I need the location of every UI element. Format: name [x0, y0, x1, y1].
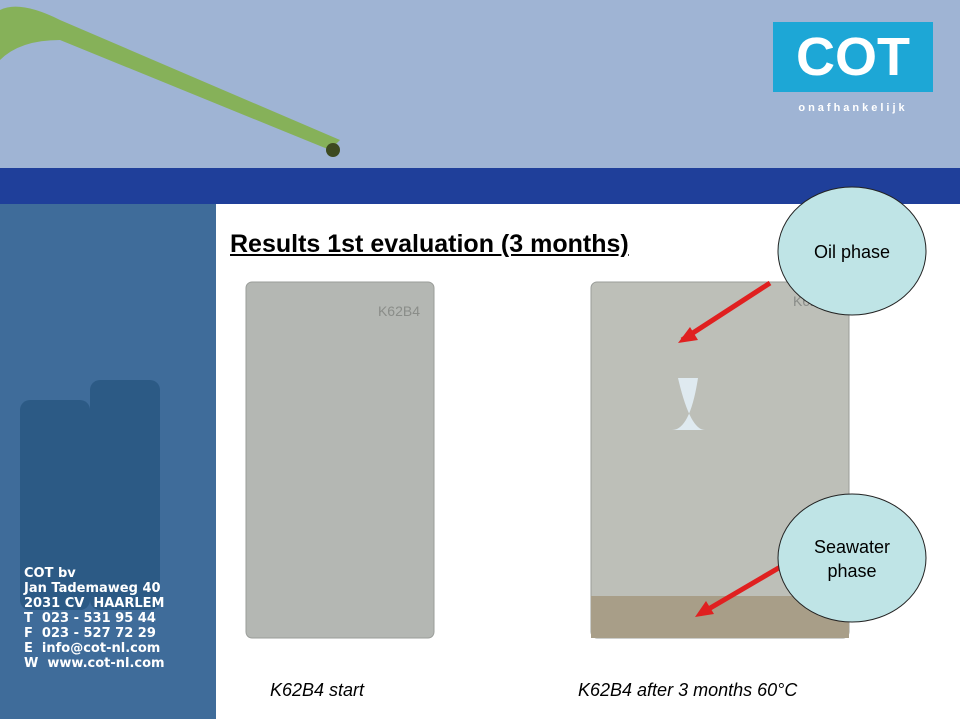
callout	[777, 186, 927, 316]
callout	[777, 493, 927, 623]
contact-line: Jan Tademaweg 40	[24, 581, 161, 596]
pipette	[0, 6, 340, 150]
logo-box	[773, 22, 933, 92]
contact-line: COT bv	[24, 566, 76, 581]
blister	[672, 378, 705, 430]
arrow	[698, 563, 784, 617]
arrow-head	[678, 327, 698, 343]
caption: K62B4 after 3 months 60°C	[578, 680, 798, 700]
contact-line: F 023 - 527 72 29	[24, 626, 156, 641]
panel-label: K62B4	[378, 303, 420, 319]
droplet	[326, 143, 340, 157]
arrow	[680, 280, 772, 343]
contact-line: W www.cot-nl.com	[24, 656, 165, 671]
logo-tagline: onafhankelijk	[798, 102, 907, 114]
contact-line: 2031 CV HAARLEM	[24, 596, 165, 611]
contact-line: E info@cot-nl.com	[24, 641, 161, 656]
blue-stripe	[0, 168, 960, 204]
vial	[90, 380, 160, 610]
arrow-head	[695, 601, 714, 617]
callout-text: Seawater phase	[813, 537, 891, 581]
vial	[20, 400, 90, 610]
callout-text: Oil phase	[814, 242, 890, 262]
logo-text: COT	[796, 27, 910, 87]
panel	[245, 281, 435, 639]
contact: COT bv Jan Tademaweg 40 2031 CV HAARLEM T 0…	[24, 566, 165, 671]
caption: K62B4 start	[270, 680, 365, 700]
contact-line: T 023 - 531 95 44	[24, 611, 156, 626]
title: Results 1st evaluation (3 months)	[230, 230, 629, 258]
